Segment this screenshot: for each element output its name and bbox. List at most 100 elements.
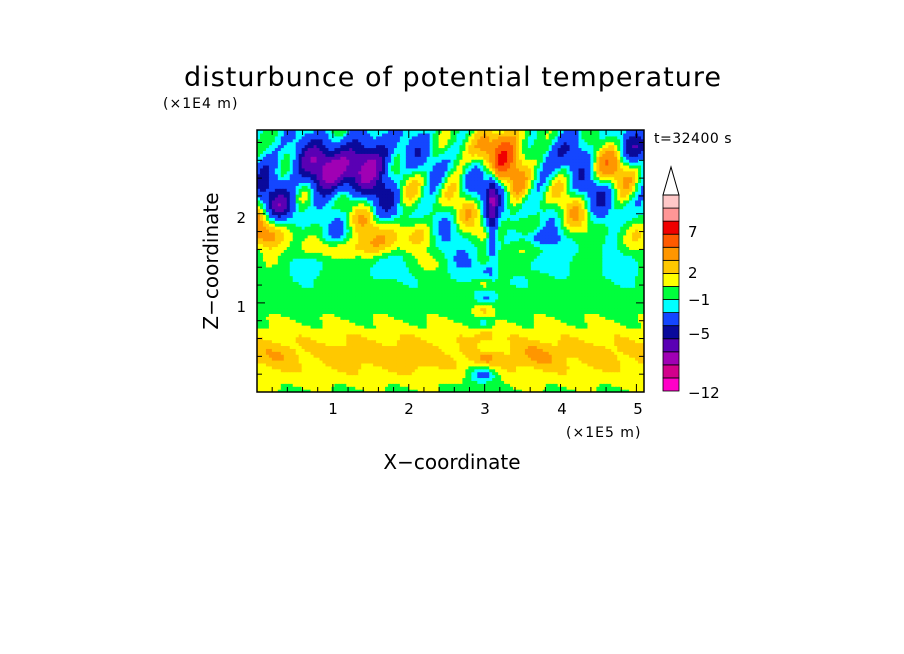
field-cell [319,293,324,297]
field-cell [515,362,520,367]
field-cell [435,389,440,392]
field-cell [605,374,609,379]
field-cell [599,339,603,344]
field-cell [468,293,472,297]
field-cell [417,336,422,341]
field-cell [408,389,413,392]
field-cell [316,374,321,379]
field-cell [355,348,359,352]
field-cell [572,325,577,329]
field-cell [456,316,461,320]
field-cell [370,293,374,297]
field-cell [626,368,630,373]
field-cell [474,362,478,367]
field-cell [370,333,374,338]
field-cell [620,313,624,317]
field-cell [438,362,443,367]
field-cell [307,389,312,392]
field-cell [390,339,395,344]
field-cell [471,359,475,364]
field-cell [515,327,520,332]
field-cell [370,377,374,381]
field-cell [268,322,273,326]
field-cell [379,304,383,309]
field-cell [441,295,446,300]
field-cell [307,298,312,303]
field-cell [468,322,472,326]
field-cell [507,325,511,329]
field-cell [459,333,464,338]
field-cell [510,368,514,373]
field-cell [257,310,261,314]
field-cell [584,377,589,381]
field-cell [298,298,303,303]
field-cell [346,339,350,344]
field-cell [361,319,365,323]
field-cell [429,365,434,370]
field-cell [429,339,434,344]
field-cell [393,351,398,355]
field-cell [373,307,377,312]
field-cell [620,327,624,332]
field-cell [563,293,568,297]
field-cell [557,310,562,314]
field-cell [465,339,469,344]
field-cell [507,304,511,309]
field-cell [370,354,374,358]
field-cell [495,325,499,329]
field-cell [459,357,464,361]
field-cell [593,389,597,392]
field-cell [530,345,535,349]
field-cell [530,377,535,381]
field-cell [331,359,335,364]
field-cell [566,348,571,352]
field-cell [438,293,443,297]
field-cell [331,351,335,355]
field-cell [492,351,496,355]
field-cell [593,342,597,347]
field-cell [396,339,401,344]
field-cell [322,307,327,312]
field-cell [319,383,324,387]
field-cell [310,330,315,335]
field-cell [262,313,267,317]
field-cell [382,310,386,314]
field-cell [262,359,267,364]
field-cell [257,322,261,326]
field-cell [349,333,353,338]
field-cell [393,377,398,381]
field-cell [385,371,389,376]
field-cell [620,325,624,329]
field-cell [423,389,428,392]
field-cell [358,357,362,361]
field-cell [307,354,312,358]
field-cell [459,339,464,344]
field-cell [447,368,452,373]
field-cell [396,342,401,347]
field-cell [590,313,594,317]
field-cell [310,351,315,355]
field-cell [623,380,627,384]
field-cell [471,333,475,338]
field-cell [343,295,347,300]
field-cell [605,362,609,367]
field-cell [370,310,374,314]
field-cell [417,339,422,344]
field-cell [352,319,356,323]
field-cell [572,322,577,326]
field-cell [393,383,398,387]
field-cell [382,313,386,317]
field-cell [608,316,612,320]
field-cell [340,339,344,344]
field-cell [593,310,597,314]
field-cell [483,359,487,364]
field-cell [334,362,338,367]
field-cell [560,351,565,355]
field-cell [441,351,446,355]
field-cell [426,301,431,306]
field-cell [316,301,321,306]
field-cell [334,354,338,358]
field-cell [399,301,404,306]
field-cell [462,336,466,341]
field-cell [364,330,368,335]
